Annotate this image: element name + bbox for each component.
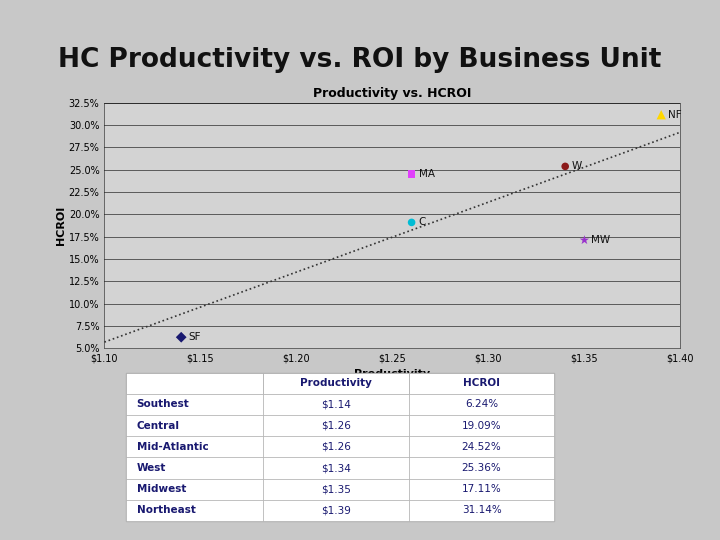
Text: W: W bbox=[572, 161, 582, 171]
Point bbox=[176, 333, 187, 341]
Bar bbox=[409, 373, 554, 394]
Text: Productivity: Productivity bbox=[300, 378, 372, 388]
Text: $1.14: $1.14 bbox=[321, 400, 351, 409]
Bar bbox=[263, 415, 409, 436]
Bar bbox=[409, 478, 554, 500]
Text: $1.35: $1.35 bbox=[321, 484, 351, 494]
Text: Midwest: Midwest bbox=[137, 484, 186, 494]
Text: HCROI: HCROI bbox=[463, 378, 500, 388]
X-axis label: Productivity: Productivity bbox=[354, 369, 431, 379]
Bar bbox=[126, 457, 263, 478]
Text: Mid-Atlantic: Mid-Atlantic bbox=[137, 442, 209, 452]
Bar bbox=[126, 373, 263, 394]
Bar bbox=[126, 500, 263, 521]
Bar bbox=[263, 436, 409, 457]
Point bbox=[406, 218, 418, 227]
Bar bbox=[263, 394, 409, 415]
Text: Southest: Southest bbox=[137, 400, 189, 409]
Bar bbox=[126, 478, 263, 500]
Text: SF: SF bbox=[188, 332, 201, 342]
Y-axis label: HCROI: HCROI bbox=[56, 206, 66, 245]
Point bbox=[406, 170, 418, 178]
Text: C: C bbox=[418, 218, 426, 227]
Text: Northeast: Northeast bbox=[137, 505, 196, 516]
Bar bbox=[126, 436, 263, 457]
Title: Productivity vs. HCROI: Productivity vs. HCROI bbox=[313, 87, 472, 100]
Text: West: West bbox=[137, 463, 166, 473]
Text: Central: Central bbox=[137, 421, 180, 430]
Point bbox=[655, 111, 667, 119]
Text: 31.14%: 31.14% bbox=[462, 505, 501, 516]
Bar bbox=[263, 457, 409, 478]
Text: 19.09%: 19.09% bbox=[462, 421, 501, 430]
Text: NF: NF bbox=[668, 110, 682, 120]
Text: 25.36%: 25.36% bbox=[462, 463, 501, 473]
Bar bbox=[409, 415, 554, 436]
Text: $1.34: $1.34 bbox=[321, 463, 351, 473]
Text: $1.26: $1.26 bbox=[321, 421, 351, 430]
Bar bbox=[409, 394, 554, 415]
Bar bbox=[263, 373, 409, 394]
Bar bbox=[409, 500, 554, 521]
Bar bbox=[126, 415, 263, 436]
Text: $1.26: $1.26 bbox=[321, 442, 351, 452]
Bar bbox=[409, 436, 554, 457]
Text: 24.52%: 24.52% bbox=[462, 442, 501, 452]
Bar bbox=[409, 457, 554, 478]
Bar bbox=[126, 394, 263, 415]
Bar bbox=[263, 478, 409, 500]
Text: HC Productivity vs. ROI by Business Unit: HC Productivity vs. ROI by Business Unit bbox=[58, 46, 662, 72]
Bar bbox=[263, 500, 409, 521]
Point bbox=[579, 236, 590, 245]
Text: MW: MW bbox=[591, 235, 611, 245]
Text: MA: MA bbox=[418, 169, 435, 179]
Point bbox=[559, 162, 571, 171]
Text: $1.39: $1.39 bbox=[321, 505, 351, 516]
Text: 17.11%: 17.11% bbox=[462, 484, 501, 494]
Text: 6.24%: 6.24% bbox=[465, 400, 498, 409]
